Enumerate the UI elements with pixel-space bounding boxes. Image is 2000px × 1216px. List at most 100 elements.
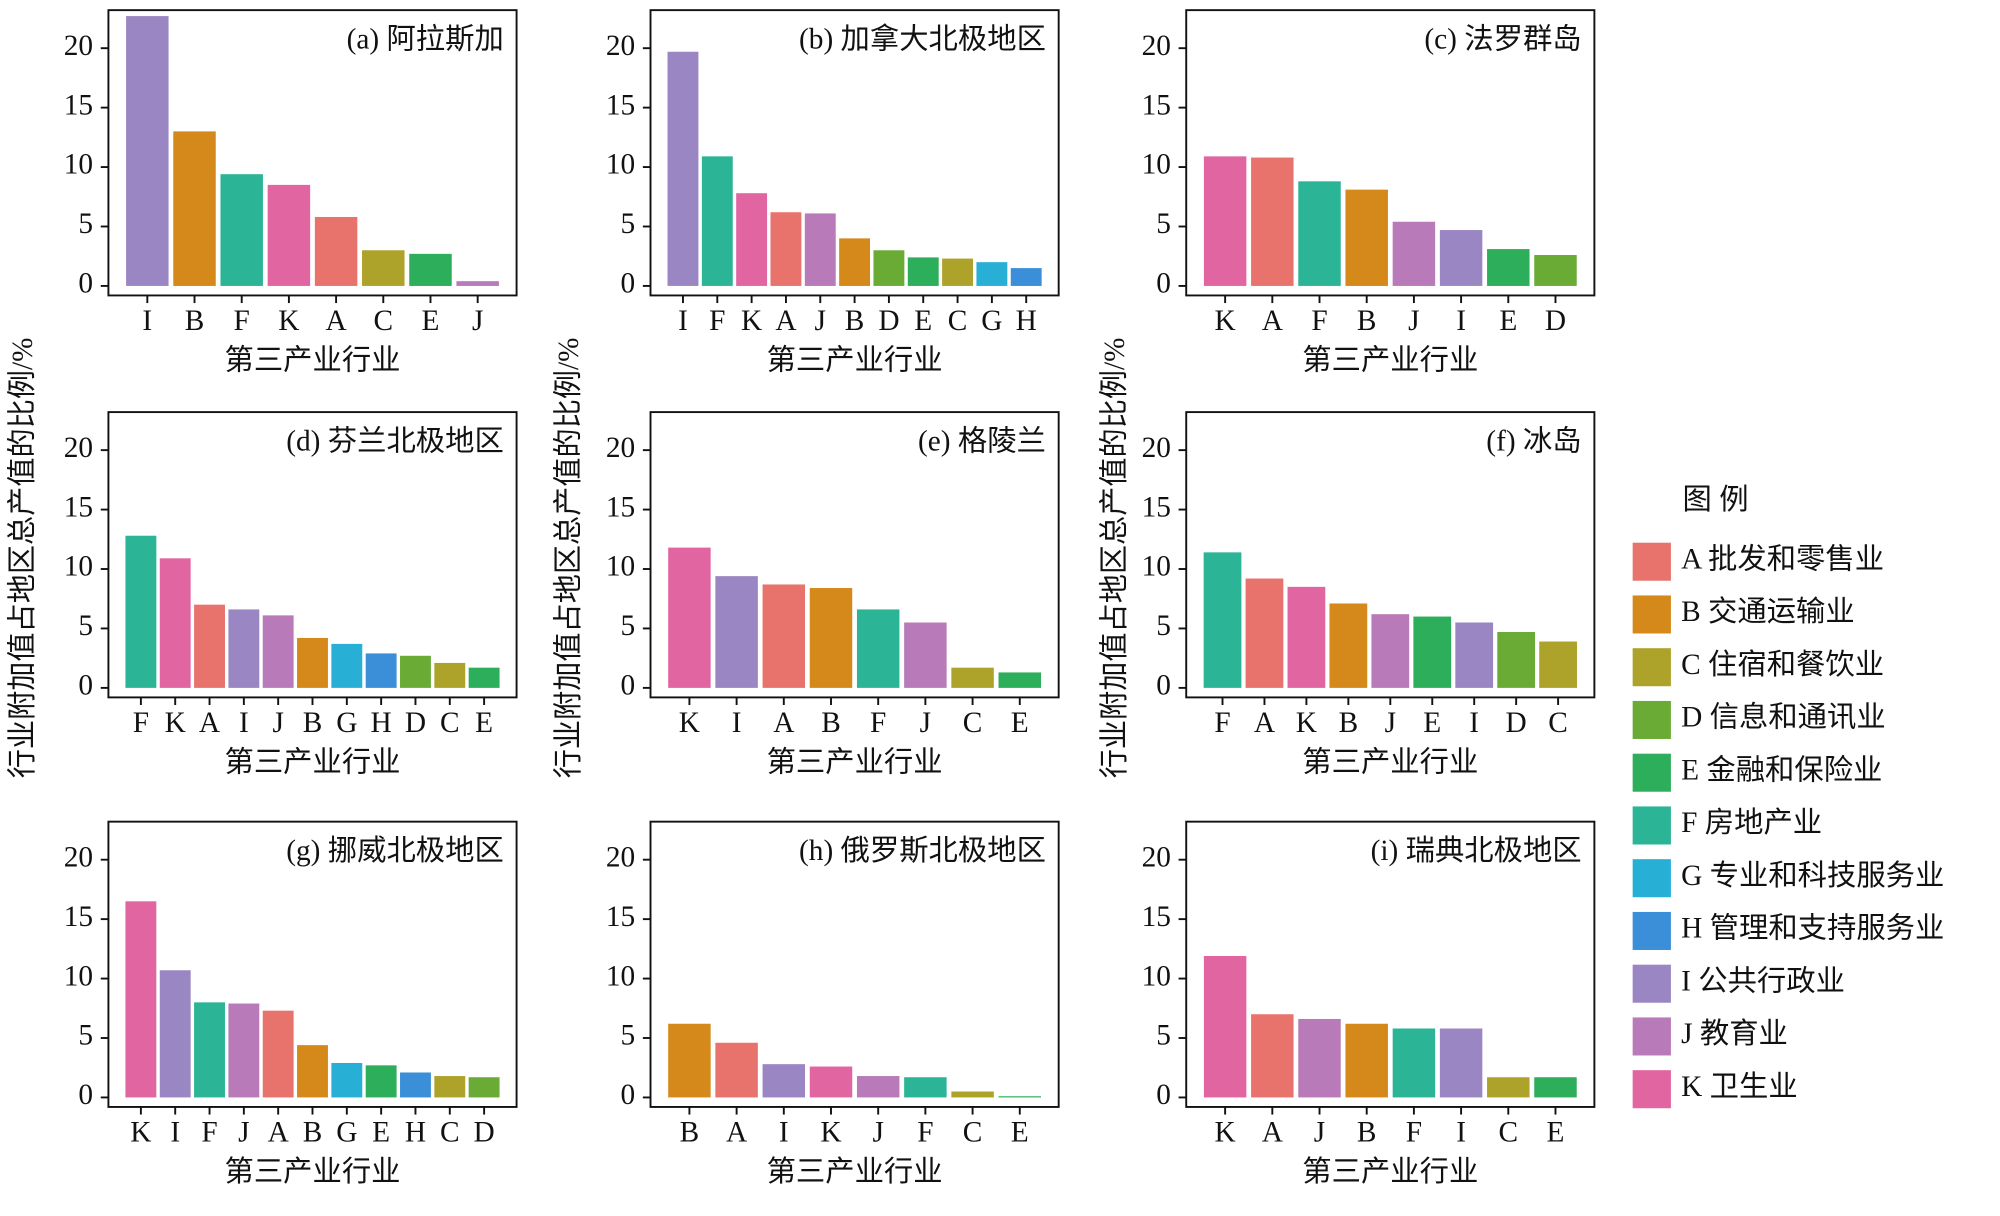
y-tick-label: 5 bbox=[621, 208, 636, 240]
x-tick-label: J bbox=[815, 305, 826, 337]
x-tick-label: E bbox=[1011, 707, 1029, 739]
x-axis-label: 第三产业行业 bbox=[1302, 745, 1478, 778]
chart-title: (i) 瑞典北极地区 bbox=[1371, 834, 1582, 867]
x-tick-label: J bbox=[238, 1117, 249, 1149]
bar bbox=[809, 1066, 853, 1098]
x-tick-label: E bbox=[475, 707, 493, 739]
plot-frame bbox=[1185, 411, 1596, 699]
x-tick-label: B bbox=[680, 1117, 700, 1149]
y-tick-label: 10 bbox=[606, 960, 635, 992]
x-tick-label: B bbox=[1357, 1117, 1377, 1149]
y-tick-label: 20 bbox=[606, 30, 635, 62]
legend-label: B 交通运输业 bbox=[1681, 595, 1855, 628]
x-tick-label: J bbox=[920, 707, 931, 739]
legend-swatch bbox=[1632, 859, 1671, 898]
x-tick-label: B bbox=[1357, 305, 1377, 337]
bar bbox=[159, 970, 191, 1098]
x-tick-label: K bbox=[1215, 305, 1236, 337]
bar bbox=[1497, 632, 1536, 688]
x-tick-label: G bbox=[981, 305, 1002, 337]
bar bbox=[804, 213, 836, 286]
x-tick-label: B bbox=[845, 305, 865, 337]
bar bbox=[668, 1023, 711, 1098]
y-axis-label: 行业附加值占地区总产值的比例/% bbox=[1098, 338, 1131, 779]
x-tick-label: D bbox=[878, 305, 899, 337]
x-tick-label: J bbox=[272, 707, 283, 739]
y-tick-label: 15 bbox=[606, 901, 635, 933]
y-tick-label: 5 bbox=[78, 1020, 93, 1052]
bar bbox=[904, 1077, 947, 1098]
bar bbox=[267, 184, 311, 286]
legend-label: A 批发和零售业 bbox=[1681, 542, 1884, 575]
bar bbox=[715, 1042, 758, 1098]
bar bbox=[173, 131, 216, 286]
x-tick-label: G bbox=[336, 1117, 357, 1149]
x-tick-label: F bbox=[234, 305, 250, 337]
bar bbox=[365, 653, 397, 688]
x-tick-label: K bbox=[741, 305, 762, 337]
bar bbox=[762, 1064, 806, 1098]
chart-title: (e) 格陵兰 bbox=[918, 425, 1046, 458]
x-tick-label: I bbox=[170, 1117, 180, 1149]
y-tick-label: 20 bbox=[64, 30, 93, 62]
x-tick-label: A bbox=[1254, 707, 1275, 739]
x-tick-label: A bbox=[726, 1117, 747, 1149]
y-tick-label: 5 bbox=[1156, 610, 1171, 642]
x-tick-label: I bbox=[1469, 707, 1479, 739]
chart-title: (f) 冰岛 bbox=[1486, 425, 1581, 458]
y-tick-label: 0 bbox=[78, 1079, 93, 1111]
bar bbox=[228, 609, 260, 688]
bar bbox=[331, 643, 363, 688]
y-tick-label: 15 bbox=[1142, 89, 1171, 121]
bar bbox=[1392, 1028, 1436, 1098]
x-tick-label: H bbox=[405, 1117, 426, 1149]
bar bbox=[1345, 1023, 1388, 1098]
x-tick-label: F bbox=[201, 1117, 217, 1149]
x-tick-label: J bbox=[1314, 1117, 1325, 1149]
legend-swatch bbox=[1632, 806, 1671, 845]
x-tick-label: B bbox=[185, 305, 205, 337]
legend-label: I 公共行政业 bbox=[1681, 964, 1845, 997]
bar bbox=[262, 615, 294, 688]
x-tick-label: B bbox=[821, 707, 841, 739]
y-tick-label: 20 bbox=[1142, 841, 1171, 873]
y-tick-label: 5 bbox=[78, 208, 93, 240]
bar bbox=[365, 1065, 397, 1098]
bar bbox=[468, 1077, 500, 1098]
x-tick-label: J bbox=[1385, 707, 1396, 739]
bar bbox=[951, 1091, 994, 1098]
bar bbox=[839, 238, 871, 286]
legend-swatch bbox=[1632, 542, 1671, 581]
chart-title: (c) 法罗群岛 bbox=[1424, 23, 1581, 56]
x-tick-label: C bbox=[963, 707, 983, 739]
bar bbox=[331, 1062, 363, 1098]
bar bbox=[856, 1076, 900, 1098]
x-tick-label: K bbox=[820, 1117, 841, 1149]
x-tick-label: F bbox=[133, 707, 149, 739]
x-tick-label: C bbox=[1499, 1117, 1519, 1149]
x-tick-label: E bbox=[372, 1117, 390, 1149]
bar bbox=[1203, 955, 1247, 1098]
x-tick-label: B bbox=[1339, 707, 1359, 739]
legend-label: F 房地产业 bbox=[1681, 806, 1822, 839]
bar bbox=[125, 535, 157, 688]
y-tick-label: 15 bbox=[606, 89, 635, 121]
x-tick-label: F bbox=[709, 305, 725, 337]
legend-swatch bbox=[1632, 595, 1671, 634]
x-axis-label: 第三产业行业 bbox=[224, 343, 400, 376]
y-tick-label: 0 bbox=[1156, 670, 1171, 702]
x-tick-label: I bbox=[239, 707, 249, 739]
bar bbox=[1245, 578, 1284, 688]
x-tick-label: E bbox=[1547, 1117, 1565, 1149]
x-tick-label: A bbox=[1262, 305, 1283, 337]
bar bbox=[1439, 1028, 1483, 1098]
bar bbox=[715, 576, 758, 688]
y-tick-label: 10 bbox=[64, 551, 93, 583]
x-axis-label: 第三产业行业 bbox=[767, 1155, 943, 1188]
x-tick-label: D bbox=[474, 1117, 495, 1149]
bar bbox=[125, 901, 157, 1098]
bar bbox=[1345, 189, 1388, 286]
bar bbox=[297, 637, 328, 688]
x-tick-label: A bbox=[775, 305, 796, 337]
